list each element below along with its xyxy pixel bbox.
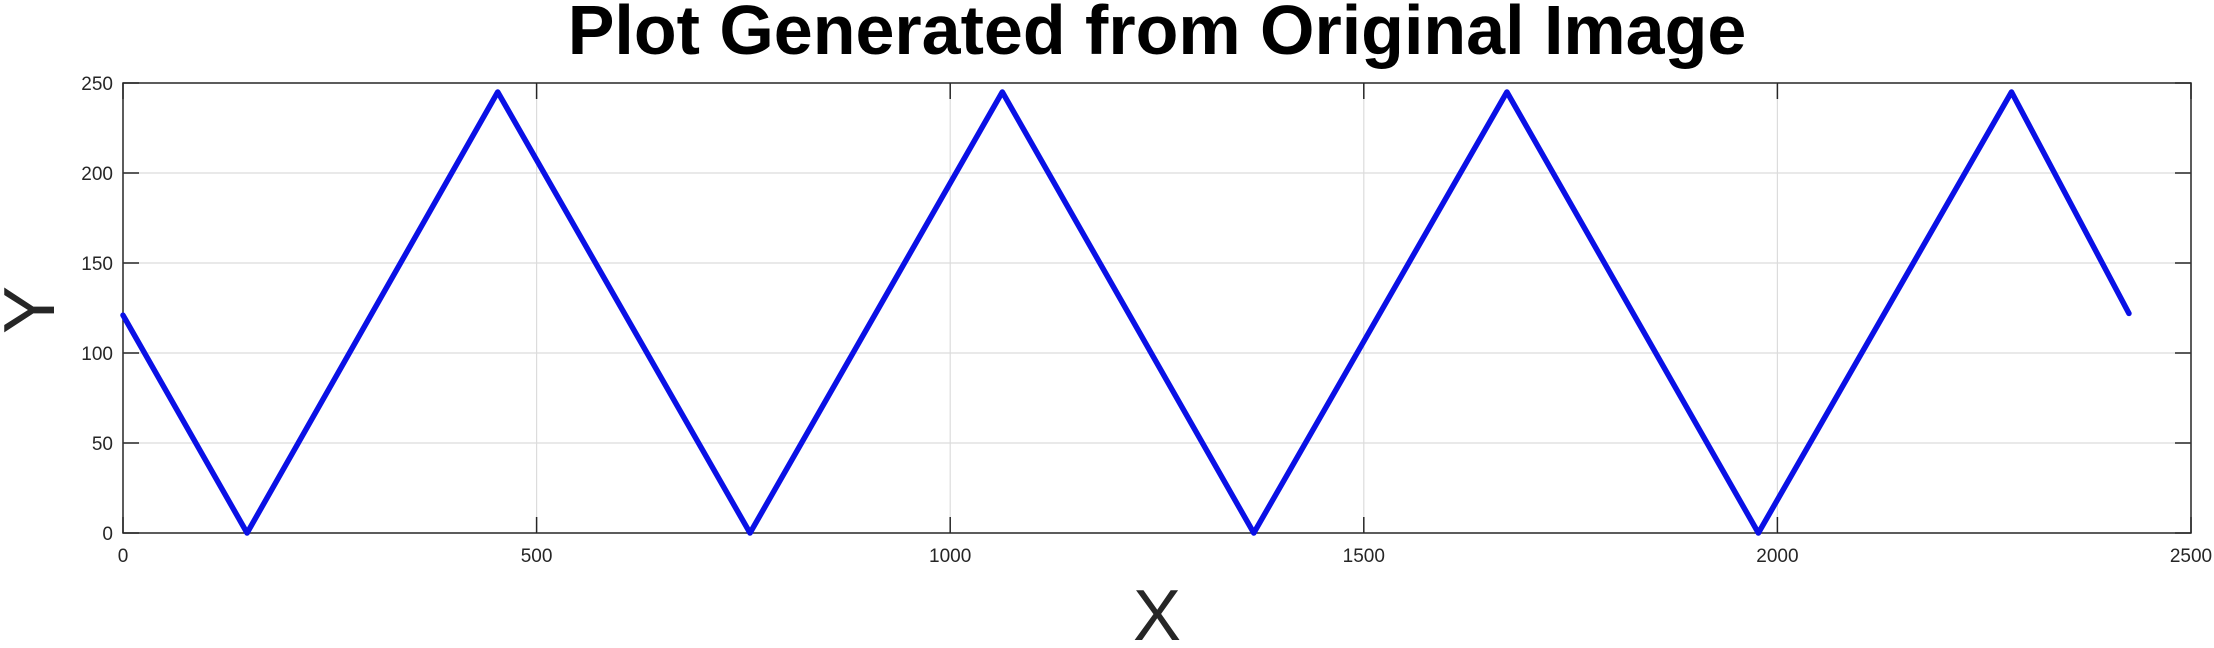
y-tick-label: 50 bbox=[92, 434, 113, 455]
x-tick-label: 2500 bbox=[2170, 546, 2212, 567]
y-tick-label: 200 bbox=[81, 164, 113, 185]
chart-title: Plot Generated from Original Image bbox=[568, 0, 1747, 69]
series-group bbox=[120, 89, 2132, 536]
plot-area bbox=[122, 82, 2192, 534]
x-tick-label: 1500 bbox=[1343, 546, 1385, 567]
series-line bbox=[120, 89, 2132, 536]
x-axis-label: X bbox=[1133, 576, 1181, 648]
y-tick-label: 250 bbox=[81, 74, 113, 95]
y-axis-label: Y bbox=[0, 286, 70, 334]
y-tick-label: 0 bbox=[102, 524, 113, 545]
grid bbox=[123, 83, 2191, 533]
ticks: 0 500 1000 1500 2000 2500 0 50 100 150 200 250 bbox=[81, 74, 2212, 567]
x-tick-label: 0 bbox=[118, 546, 129, 567]
x-tick-label: 1000 bbox=[929, 546, 971, 567]
x-tick-label: 500 bbox=[521, 546, 553, 567]
y-tick-label: 150 bbox=[81, 254, 113, 275]
y-tick-label: 100 bbox=[81, 344, 113, 365]
x-tick-label: 2000 bbox=[1756, 546, 1798, 567]
